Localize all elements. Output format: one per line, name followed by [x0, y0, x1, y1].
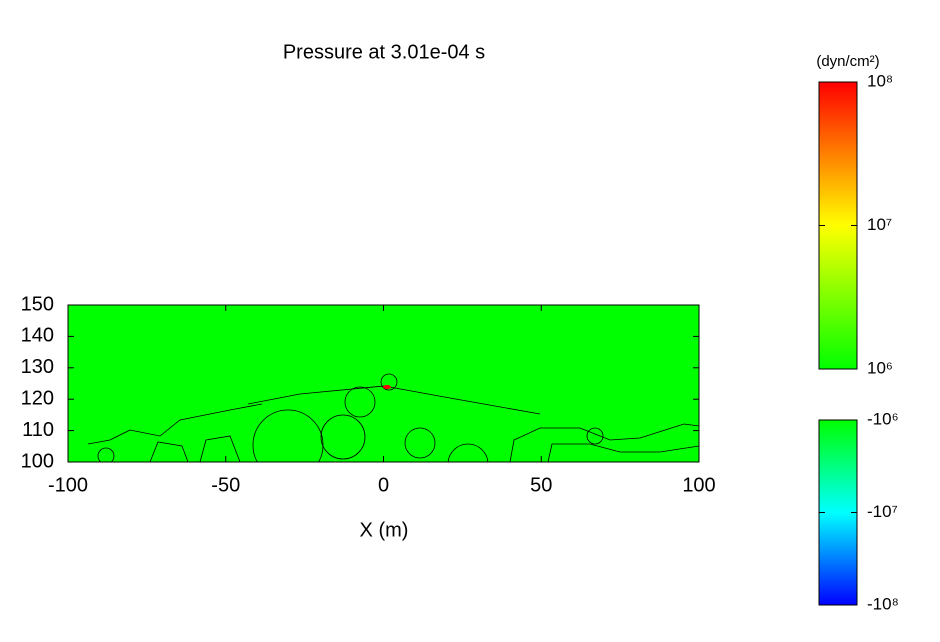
colorbar-tick-label: 10⁸ [867, 71, 893, 90]
colorbar [818, 81, 858, 370]
y-tick-label: 100 [21, 450, 54, 472]
x-axis-label: X (m) [360, 519, 409, 541]
pressure-field [68, 305, 699, 462]
colorbar-tick-label: 10⁷ [867, 215, 892, 234]
x-tick-label: -50 [211, 474, 240, 496]
y-tick-label: 150 [21, 293, 54, 315]
colorbar [818, 419, 858, 606]
x-tick-label: 50 [530, 474, 552, 496]
x-tick-label: -100 [48, 474, 88, 496]
x-tick-label: 100 [682, 474, 715, 496]
chart-title: Pressure at 3.01e-04 s [283, 41, 485, 63]
x-tick-label: 0 [378, 474, 389, 496]
contours [87, 373, 699, 462]
colorbar-tick-label: -10⁶ [867, 409, 899, 428]
colorbar-tick-label: 10⁶ [867, 358, 893, 377]
colorbar-label: (dyn/cm²) [816, 53, 879, 70]
y-tick-label: 130 [21, 356, 54, 378]
y-tick-label: 140 [21, 325, 54, 347]
colorbar-tick-label: -10⁷ [867, 502, 898, 521]
y-tick-label: 110 [22, 419, 54, 441]
y-tick-label: 120 [21, 387, 54, 409]
colorbar-tick-label: -10⁸ [867, 594, 899, 613]
